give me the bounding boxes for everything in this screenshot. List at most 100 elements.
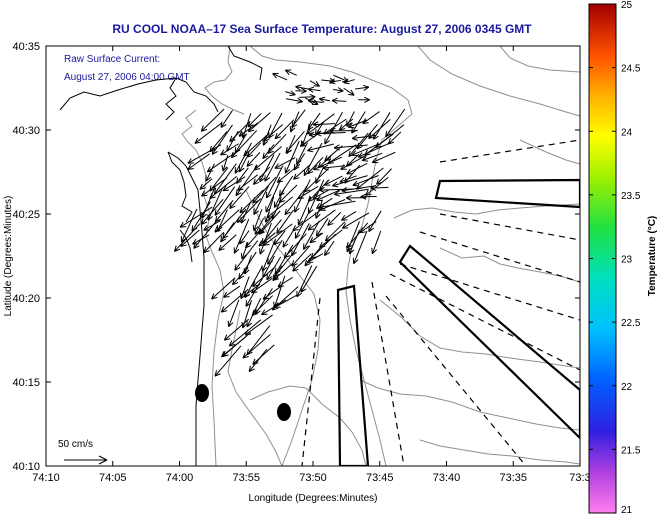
current-vector xyxy=(226,130,239,152)
colorbar-tick-label: 21.5 xyxy=(621,445,641,456)
current-vector xyxy=(352,175,379,187)
current-vector xyxy=(240,242,249,260)
current-vector xyxy=(324,240,335,256)
current-vector xyxy=(329,78,342,85)
current-vector xyxy=(309,232,324,244)
current-vector xyxy=(252,266,276,288)
current-vector xyxy=(309,80,320,87)
current-vector xyxy=(322,164,346,171)
x-tick-label: 73:50 xyxy=(299,472,327,484)
current-vector xyxy=(291,245,311,267)
current-vector xyxy=(243,283,261,297)
x-axis: 74:10 74:05 74:00 73:55 73:50 73:45 73:40 73:35… xyxy=(32,46,591,484)
current-vector xyxy=(341,185,377,194)
current-vector xyxy=(385,108,406,138)
subtitle-line-2: August 27, 2006 04:00 GMT xyxy=(64,72,190,83)
current-vector xyxy=(331,97,347,104)
current-vector xyxy=(348,229,360,255)
colorbar-tick-label: 22.5 xyxy=(621,318,641,329)
current-vector xyxy=(297,196,312,226)
current-vector xyxy=(218,234,237,251)
current-vector xyxy=(274,294,297,308)
current-vector xyxy=(220,110,233,128)
current-vector xyxy=(252,344,275,365)
current-vector xyxy=(368,210,382,232)
current-vector xyxy=(284,69,297,76)
current-vector xyxy=(205,163,215,182)
current-vector xyxy=(338,118,354,131)
current-vector xyxy=(179,206,213,228)
current-vector xyxy=(352,230,368,265)
x-tick-label: 74:10 xyxy=(32,472,60,484)
x-tick-label: 73:55 xyxy=(232,472,260,484)
current-vector xyxy=(299,93,316,101)
current-vector xyxy=(239,230,250,245)
current-vector xyxy=(297,185,319,200)
current-vector xyxy=(334,188,369,197)
current-vector xyxy=(251,295,273,316)
current-vector xyxy=(214,199,234,223)
current-vector xyxy=(235,165,258,197)
current-vector xyxy=(258,232,276,247)
colorbar xyxy=(588,3,617,514)
current-vector xyxy=(214,209,240,233)
y-tick-label: 40:35 xyxy=(12,41,40,53)
x-tick-label: 74:05 xyxy=(99,472,127,484)
marker-2 xyxy=(277,403,291,421)
current-vector xyxy=(253,185,269,215)
current-vector xyxy=(312,121,336,128)
colorbar-tick-label: 25 xyxy=(621,0,633,11)
current-vector xyxy=(289,111,300,133)
current-vector xyxy=(371,230,382,255)
current-vector xyxy=(340,153,369,170)
x-axis-label: Longitude (Degrees:Minutes) xyxy=(249,493,378,504)
current-vector xyxy=(199,178,213,190)
current-vector xyxy=(329,127,358,134)
y-tick-label: 40:30 xyxy=(12,125,40,137)
current-vector xyxy=(319,186,354,194)
current-vector xyxy=(263,124,284,142)
current-vector xyxy=(200,198,224,225)
current-vector xyxy=(252,166,271,185)
current-vector xyxy=(273,230,286,246)
current-vector xyxy=(209,131,228,153)
current-vector xyxy=(319,96,331,103)
current-vector xyxy=(243,133,270,157)
current-vector xyxy=(272,263,293,281)
current-vector xyxy=(223,285,241,298)
current-vector xyxy=(200,108,225,132)
current-vector xyxy=(220,143,239,156)
chart-title: RU COOL NOAA–17 Sea Surface Temperature:… xyxy=(112,22,532,36)
current-vector xyxy=(358,96,370,103)
current-vector xyxy=(211,277,236,300)
current-vector xyxy=(274,119,295,140)
colorbar-tick-label: 23.5 xyxy=(621,191,641,202)
current-vector xyxy=(272,72,288,81)
current-vector xyxy=(303,220,320,250)
current-vector xyxy=(246,297,262,328)
current-vector xyxy=(343,87,355,96)
current-vector xyxy=(248,348,268,373)
colorbar-tick-label: 21 xyxy=(621,505,633,516)
current-vector xyxy=(187,144,222,164)
colorbar-tick-label: 24 xyxy=(621,127,633,138)
current-vector xyxy=(180,229,200,248)
current-vector xyxy=(214,186,236,216)
current-vector xyxy=(228,319,262,347)
current-vector xyxy=(262,286,281,300)
current-vector xyxy=(343,78,355,85)
current-vector xyxy=(221,336,247,358)
colorbar-tick-label: 22 xyxy=(621,382,633,393)
current-vector xyxy=(222,176,246,192)
current-vector xyxy=(173,223,201,252)
current-vector xyxy=(262,143,275,160)
y-axis-label: Latitude (Degrees:Minutes) xyxy=(3,196,14,317)
y-tick-label: 40:10 xyxy=(12,461,40,473)
current-vector xyxy=(324,111,343,145)
current-vector xyxy=(296,265,313,298)
x-tick-label: 73:35 xyxy=(499,472,527,484)
current-vector xyxy=(324,145,343,162)
current-vector xyxy=(307,157,324,175)
current-vector xyxy=(187,153,210,170)
